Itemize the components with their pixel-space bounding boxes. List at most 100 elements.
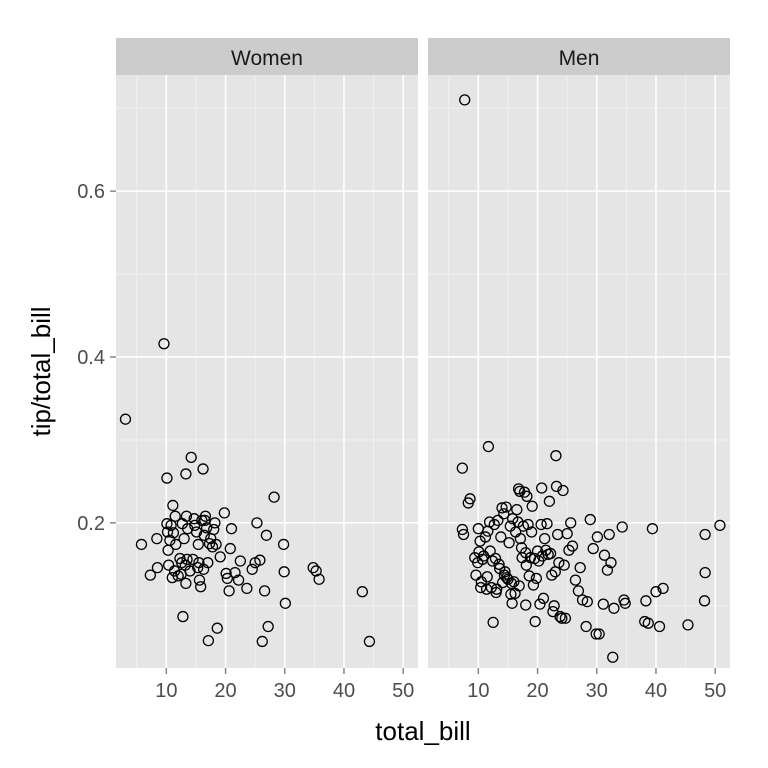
data-point xyxy=(616,521,628,533)
data-point xyxy=(307,562,319,574)
data-point xyxy=(572,585,585,597)
data-point xyxy=(499,566,511,578)
y-tick-label: 0.6 xyxy=(77,181,105,203)
data-point xyxy=(514,532,527,545)
data-point xyxy=(456,462,469,474)
data-point xyxy=(699,528,711,541)
data-point xyxy=(554,610,566,623)
data-point xyxy=(699,566,711,579)
y-tick-label: 0.4 xyxy=(77,347,105,369)
data-point xyxy=(714,519,726,531)
data-point xyxy=(256,635,268,648)
data-point xyxy=(210,538,222,551)
data-point xyxy=(597,598,609,610)
data-point xyxy=(535,518,547,531)
data-point xyxy=(544,547,557,560)
data-point xyxy=(558,559,570,571)
panel-background-women xyxy=(116,75,418,668)
data-point xyxy=(505,577,518,590)
data-point xyxy=(190,526,203,538)
data-point xyxy=(229,566,241,579)
panel-women: Women xyxy=(116,38,418,668)
data-point xyxy=(211,622,223,634)
x-tick-label: 20 xyxy=(526,680,548,702)
data-point xyxy=(529,615,541,628)
data-point xyxy=(144,569,157,581)
data-point xyxy=(184,565,196,577)
data-point xyxy=(536,482,548,494)
data-point xyxy=(258,585,271,597)
data-point xyxy=(517,520,529,532)
strip-men xyxy=(428,38,730,75)
data-point xyxy=(119,413,132,425)
data-point xyxy=(251,517,263,529)
data-point xyxy=(486,555,499,567)
data-point xyxy=(246,563,258,575)
data-point xyxy=(220,567,232,580)
data-point xyxy=(491,583,503,595)
data-point xyxy=(167,499,179,512)
data-point xyxy=(646,523,659,535)
data-point xyxy=(180,577,192,590)
data-point xyxy=(456,523,469,536)
x-tick-label: 50 xyxy=(392,680,414,702)
data-point xyxy=(200,522,213,534)
data-point xyxy=(457,528,470,541)
data-point xyxy=(479,531,492,543)
data-point xyxy=(177,610,189,623)
x-tick-label: 40 xyxy=(333,680,355,702)
data-point xyxy=(496,502,508,514)
data-point xyxy=(541,518,553,530)
data-point xyxy=(209,517,221,529)
data-point xyxy=(522,518,534,531)
data-point xyxy=(158,338,170,350)
data-point xyxy=(193,574,206,586)
data-point xyxy=(605,557,617,569)
data-point xyxy=(495,531,507,543)
data-point xyxy=(481,571,493,583)
data-point xyxy=(221,572,233,585)
data-point xyxy=(151,562,164,574)
data-point xyxy=(530,572,543,585)
data-point xyxy=(574,562,586,574)
data-point xyxy=(218,507,231,519)
data-point xyxy=(553,557,565,569)
data-point xyxy=(640,595,652,607)
data-point xyxy=(546,569,558,581)
data-point xyxy=(493,558,505,570)
data-point xyxy=(169,510,181,522)
panel-men: Men xyxy=(428,38,730,668)
data-point xyxy=(492,514,504,527)
major-grid-men xyxy=(428,75,730,668)
data-point xyxy=(197,463,209,475)
data-point xyxy=(161,526,174,538)
data-point xyxy=(188,513,200,525)
strip-label-men: Men xyxy=(559,47,600,70)
strip-women xyxy=(116,38,418,75)
data-point xyxy=(608,602,620,614)
data-point xyxy=(464,493,476,505)
x-tick-label: 30 xyxy=(586,680,608,702)
data-point xyxy=(268,491,280,503)
data-point xyxy=(475,581,487,594)
data-point xyxy=(164,534,176,546)
data-point xyxy=(170,538,182,551)
data-point xyxy=(527,579,540,591)
data-point xyxy=(537,592,550,604)
data-point xyxy=(363,635,376,648)
x-tick-label: 10 xyxy=(467,680,489,702)
data-point xyxy=(498,508,510,520)
data-point xyxy=(224,542,236,555)
data-point xyxy=(180,468,192,480)
data-point xyxy=(653,620,666,633)
data-point xyxy=(180,510,193,522)
data-point xyxy=(520,599,532,611)
data-point xyxy=(254,554,266,566)
data-point xyxy=(506,597,518,609)
data-point xyxy=(202,557,214,569)
y-tick-label: 0.2 xyxy=(77,513,105,535)
data-point xyxy=(534,598,546,610)
data-point xyxy=(185,451,197,463)
data-point xyxy=(591,531,604,543)
data-point xyxy=(356,586,368,598)
